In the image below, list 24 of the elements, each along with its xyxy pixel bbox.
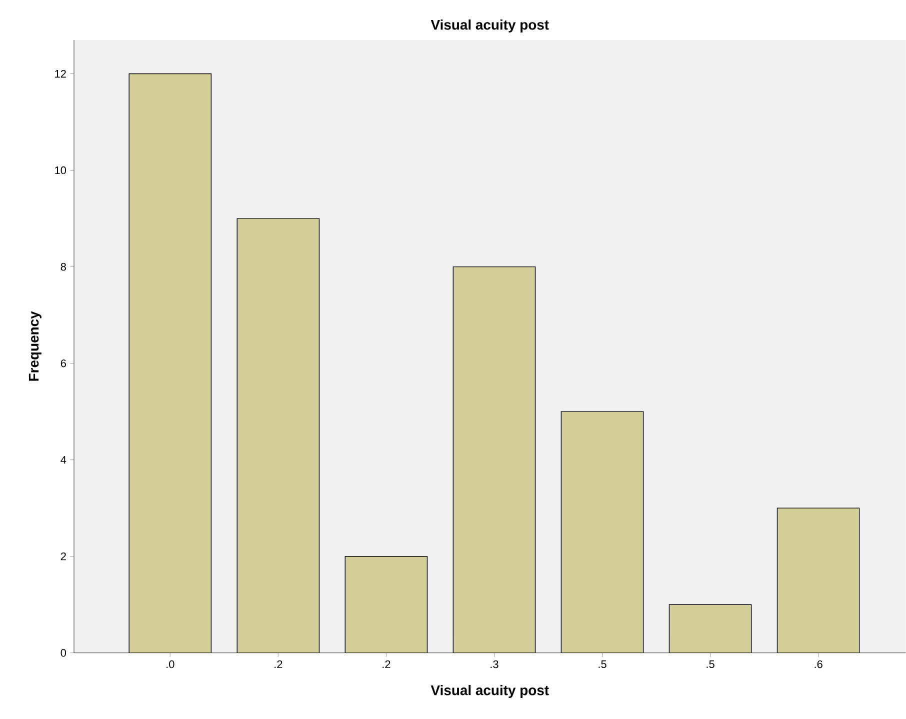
y-tick-label: 12 [55, 70, 66, 78]
bar [452, 266, 536, 653]
x-tick-label: .2 [382, 660, 390, 668]
bar [236, 218, 320, 653]
bar [344, 556, 428, 653]
y-tick-label: 2 [60, 552, 66, 560]
x-tick-label: .6 [814, 660, 822, 668]
bar [668, 604, 752, 653]
y-axis-title: Frequency [28, 311, 42, 381]
x-tick-label: .5 [598, 660, 606, 668]
bar [560, 411, 644, 653]
y-tick-label: 10 [55, 166, 66, 174]
x-tick-label: .5 [706, 660, 714, 668]
y-tick-label: 4 [60, 456, 66, 464]
x-tick-label: .2 [274, 660, 282, 668]
bar [128, 73, 212, 653]
bar [776, 508, 860, 653]
y-tick-label: 8 [60, 263, 66, 271]
x-tick-label: .0 [166, 660, 174, 668]
x-axis-title: Visual acuity post [430, 685, 549, 698]
x-tick-label: .3 [490, 660, 498, 668]
y-tick-label: 6 [60, 360, 66, 368]
y-tick-label: 0 [60, 649, 66, 657]
chart-title: Visual acuity post [430, 20, 549, 33]
